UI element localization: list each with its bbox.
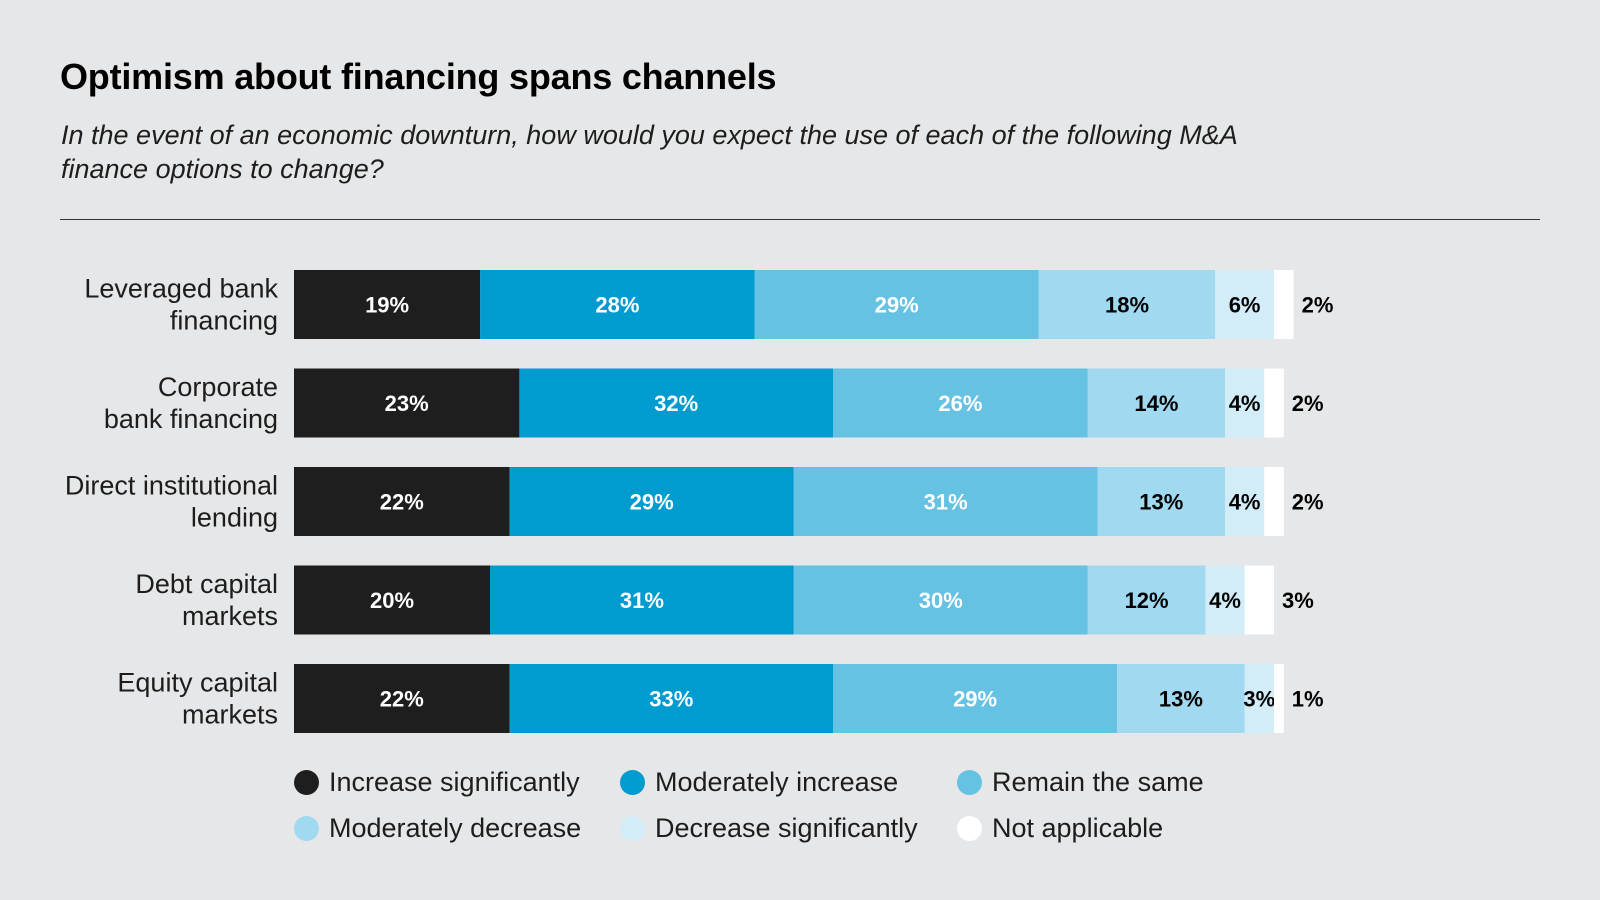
data-label: 26% [938,391,982,416]
category-label: markets [182,601,278,631]
bar-segment [1244,664,1274,733]
data-label: 22% [380,687,424,712]
data-label: 32% [654,391,698,416]
category-label: financing [170,306,278,336]
bar-segment [519,368,833,438]
legend-item: Not applicable [957,812,1257,843]
data-label: 19% [365,293,409,318]
bar-segment [294,565,490,635]
chart-legend: Increase significantly Moderately increas… [294,766,1257,843]
bar-segment [1097,467,1225,536]
category-label: Direct institutional [65,471,278,501]
legend-swatch-icon [620,769,645,795]
legend-item: Decrease significantly [620,812,957,843]
chart-title: Optimism about financing spans channels [60,56,777,97]
data-label: 22% [380,490,424,515]
bar-segment [833,368,1088,438]
legend-label: Decrease significantly [655,812,918,843]
data-label: 3% [1243,687,1275,712]
bar-segment [509,467,794,536]
legend-swatch-icon [957,769,982,795]
data-label: 18% [1105,293,1149,318]
bar-segment [754,270,1039,339]
legend-label: Moderately increase [655,766,899,797]
category-label: markets [182,700,278,730]
data-label: 13% [1139,490,1183,515]
data-label: 12% [1125,588,1169,613]
data-label: 6% [1229,293,1261,318]
bar-segment [490,565,794,635]
data-label: 2% [1292,391,1324,416]
data-label: 23% [385,391,429,416]
bar-segment [1274,664,1284,733]
legend-item: Increase significantly [294,766,620,797]
data-label: 29% [875,293,919,318]
legend-label: Not applicable [992,812,1164,843]
data-label: 31% [620,588,664,613]
legend-label: Increase significantly [329,766,580,797]
bar-segment [294,368,520,438]
bar-segment [1117,664,1245,733]
bar-segment [294,664,510,733]
bar-segment [1087,368,1225,438]
bar-segment [1038,270,1216,339]
bar-segment [1215,270,1274,339]
category-label: bank financing [104,404,278,434]
bar-segment [1205,565,1245,635]
bar-segment [1087,565,1206,635]
data-label: 29% [953,687,997,712]
legend-swatch-icon [957,815,982,841]
bar-segment [1225,368,1265,438]
legend-swatch-icon [294,815,319,841]
bar-segment [1274,270,1294,339]
bar-segment [793,565,1088,635]
data-label: 20% [370,588,414,613]
chart-subtitle: In the event of an economic downturn, ho… [61,120,1237,184]
bar-segment [294,467,510,536]
category-label: Corporate [158,372,278,402]
data-label: 2% [1302,293,1334,318]
bar-segment [294,270,481,339]
legend-label: Remain the same [992,766,1204,797]
data-label: 33% [649,687,693,712]
legend-swatch-icon [294,769,319,795]
bar-segment [793,467,1098,536]
data-label: 14% [1134,391,1178,416]
data-label: 31% [924,490,968,515]
category-label: Leveraged bank [84,274,278,304]
category-label: Debt capital [135,569,278,599]
data-label: 4% [1229,391,1261,416]
legend-item: Remain the same [957,766,1257,797]
bar-segment [509,664,833,733]
bar-segment [1244,565,1274,635]
bar-segment [1264,368,1284,438]
data-label: 30% [919,588,963,613]
data-label: 29% [630,490,674,515]
data-label: 1% [1292,687,1324,712]
legend-swatch-icon [620,815,645,841]
category-label: lending [191,503,278,533]
legend-item: Moderately increase [620,766,957,797]
bar-segment [1264,467,1284,536]
data-label: 3% [1282,588,1314,613]
category-label: Equity capital [117,668,278,698]
legend-label: Moderately decrease [329,812,582,843]
legend-item: Moderately decrease [294,812,620,843]
data-label: 13% [1159,687,1203,712]
bar-segment [1225,467,1265,536]
bar-segment [480,270,755,339]
data-label: 28% [595,293,639,318]
data-label: 2% [1292,490,1324,515]
data-label: 4% [1229,490,1261,515]
bar-segment [833,664,1118,733]
data-label: 4% [1209,588,1241,613]
title-divider [60,219,1540,220]
